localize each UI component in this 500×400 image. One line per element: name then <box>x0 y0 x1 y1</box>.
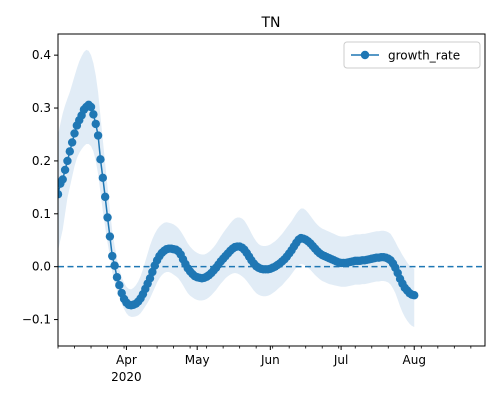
legend-label: growth_rate <box>388 49 460 63</box>
chart-title: TN <box>260 15 280 31</box>
growth-rate-point <box>91 119 100 129</box>
plot-frame <box>57 33 486 347</box>
legend-marker-sample <box>360 50 370 60</box>
y-tick-label: 0.4 <box>32 48 51 62</box>
x-tick-label: Jun <box>260 353 280 367</box>
y-tick-label: 0.3 <box>32 101 51 115</box>
growth-rate-point <box>58 190 63 199</box>
growth-rate-point <box>86 102 96 112</box>
x-tick-label: Apr <box>116 353 137 367</box>
plot-area <box>58 49 485 327</box>
growth-rate-point <box>67 138 77 147</box>
legend: growth_rate <box>343 41 481 69</box>
growth-rate-point <box>100 192 110 202</box>
x-tick-sublabel: 2020 <box>111 370 142 384</box>
legend-box <box>343 41 481 69</box>
growth-rate-point <box>112 273 122 282</box>
growth-rate-point <box>105 232 115 241</box>
growth-rate-point <box>110 261 119 270</box>
growth-rate-point <box>63 156 72 166</box>
growth-rate-point <box>103 213 112 222</box>
growth-rate-point <box>115 280 124 290</box>
axes: −0.1 0.0 0.1 0.2 0.3 0.4 Apr 2020 May Jun Jul Aug <box>22 33 486 384</box>
growth-rate-point <box>148 267 157 277</box>
growth-rate-point <box>60 165 70 175</box>
growth-rate-point <box>65 147 75 156</box>
growth-rate-point <box>410 291 419 300</box>
growth-rate-point <box>70 129 79 138</box>
y-tick-label: 0.0 <box>32 260 51 274</box>
growth-rate-point <box>96 155 105 164</box>
x-tick-label: Aug <box>403 353 426 367</box>
plot-clip-group <box>58 49 485 327</box>
x-tick-label: May <box>185 353 210 367</box>
y-tick-label: 0.1 <box>32 207 51 221</box>
growth-rate-point <box>145 274 155 283</box>
growth-rate-point <box>58 175 67 184</box>
growth-rate-point <box>93 131 103 140</box>
confidence-band <box>58 49 415 327</box>
y-tick-label: 0.2 <box>32 154 51 168</box>
growth-rate-point <box>98 173 108 183</box>
x-tick-label: Jul <box>333 353 348 367</box>
growth-rate-point <box>89 110 98 119</box>
growth-rate-point <box>108 251 117 261</box>
y-tick-label: −0.1 <box>22 313 51 327</box>
